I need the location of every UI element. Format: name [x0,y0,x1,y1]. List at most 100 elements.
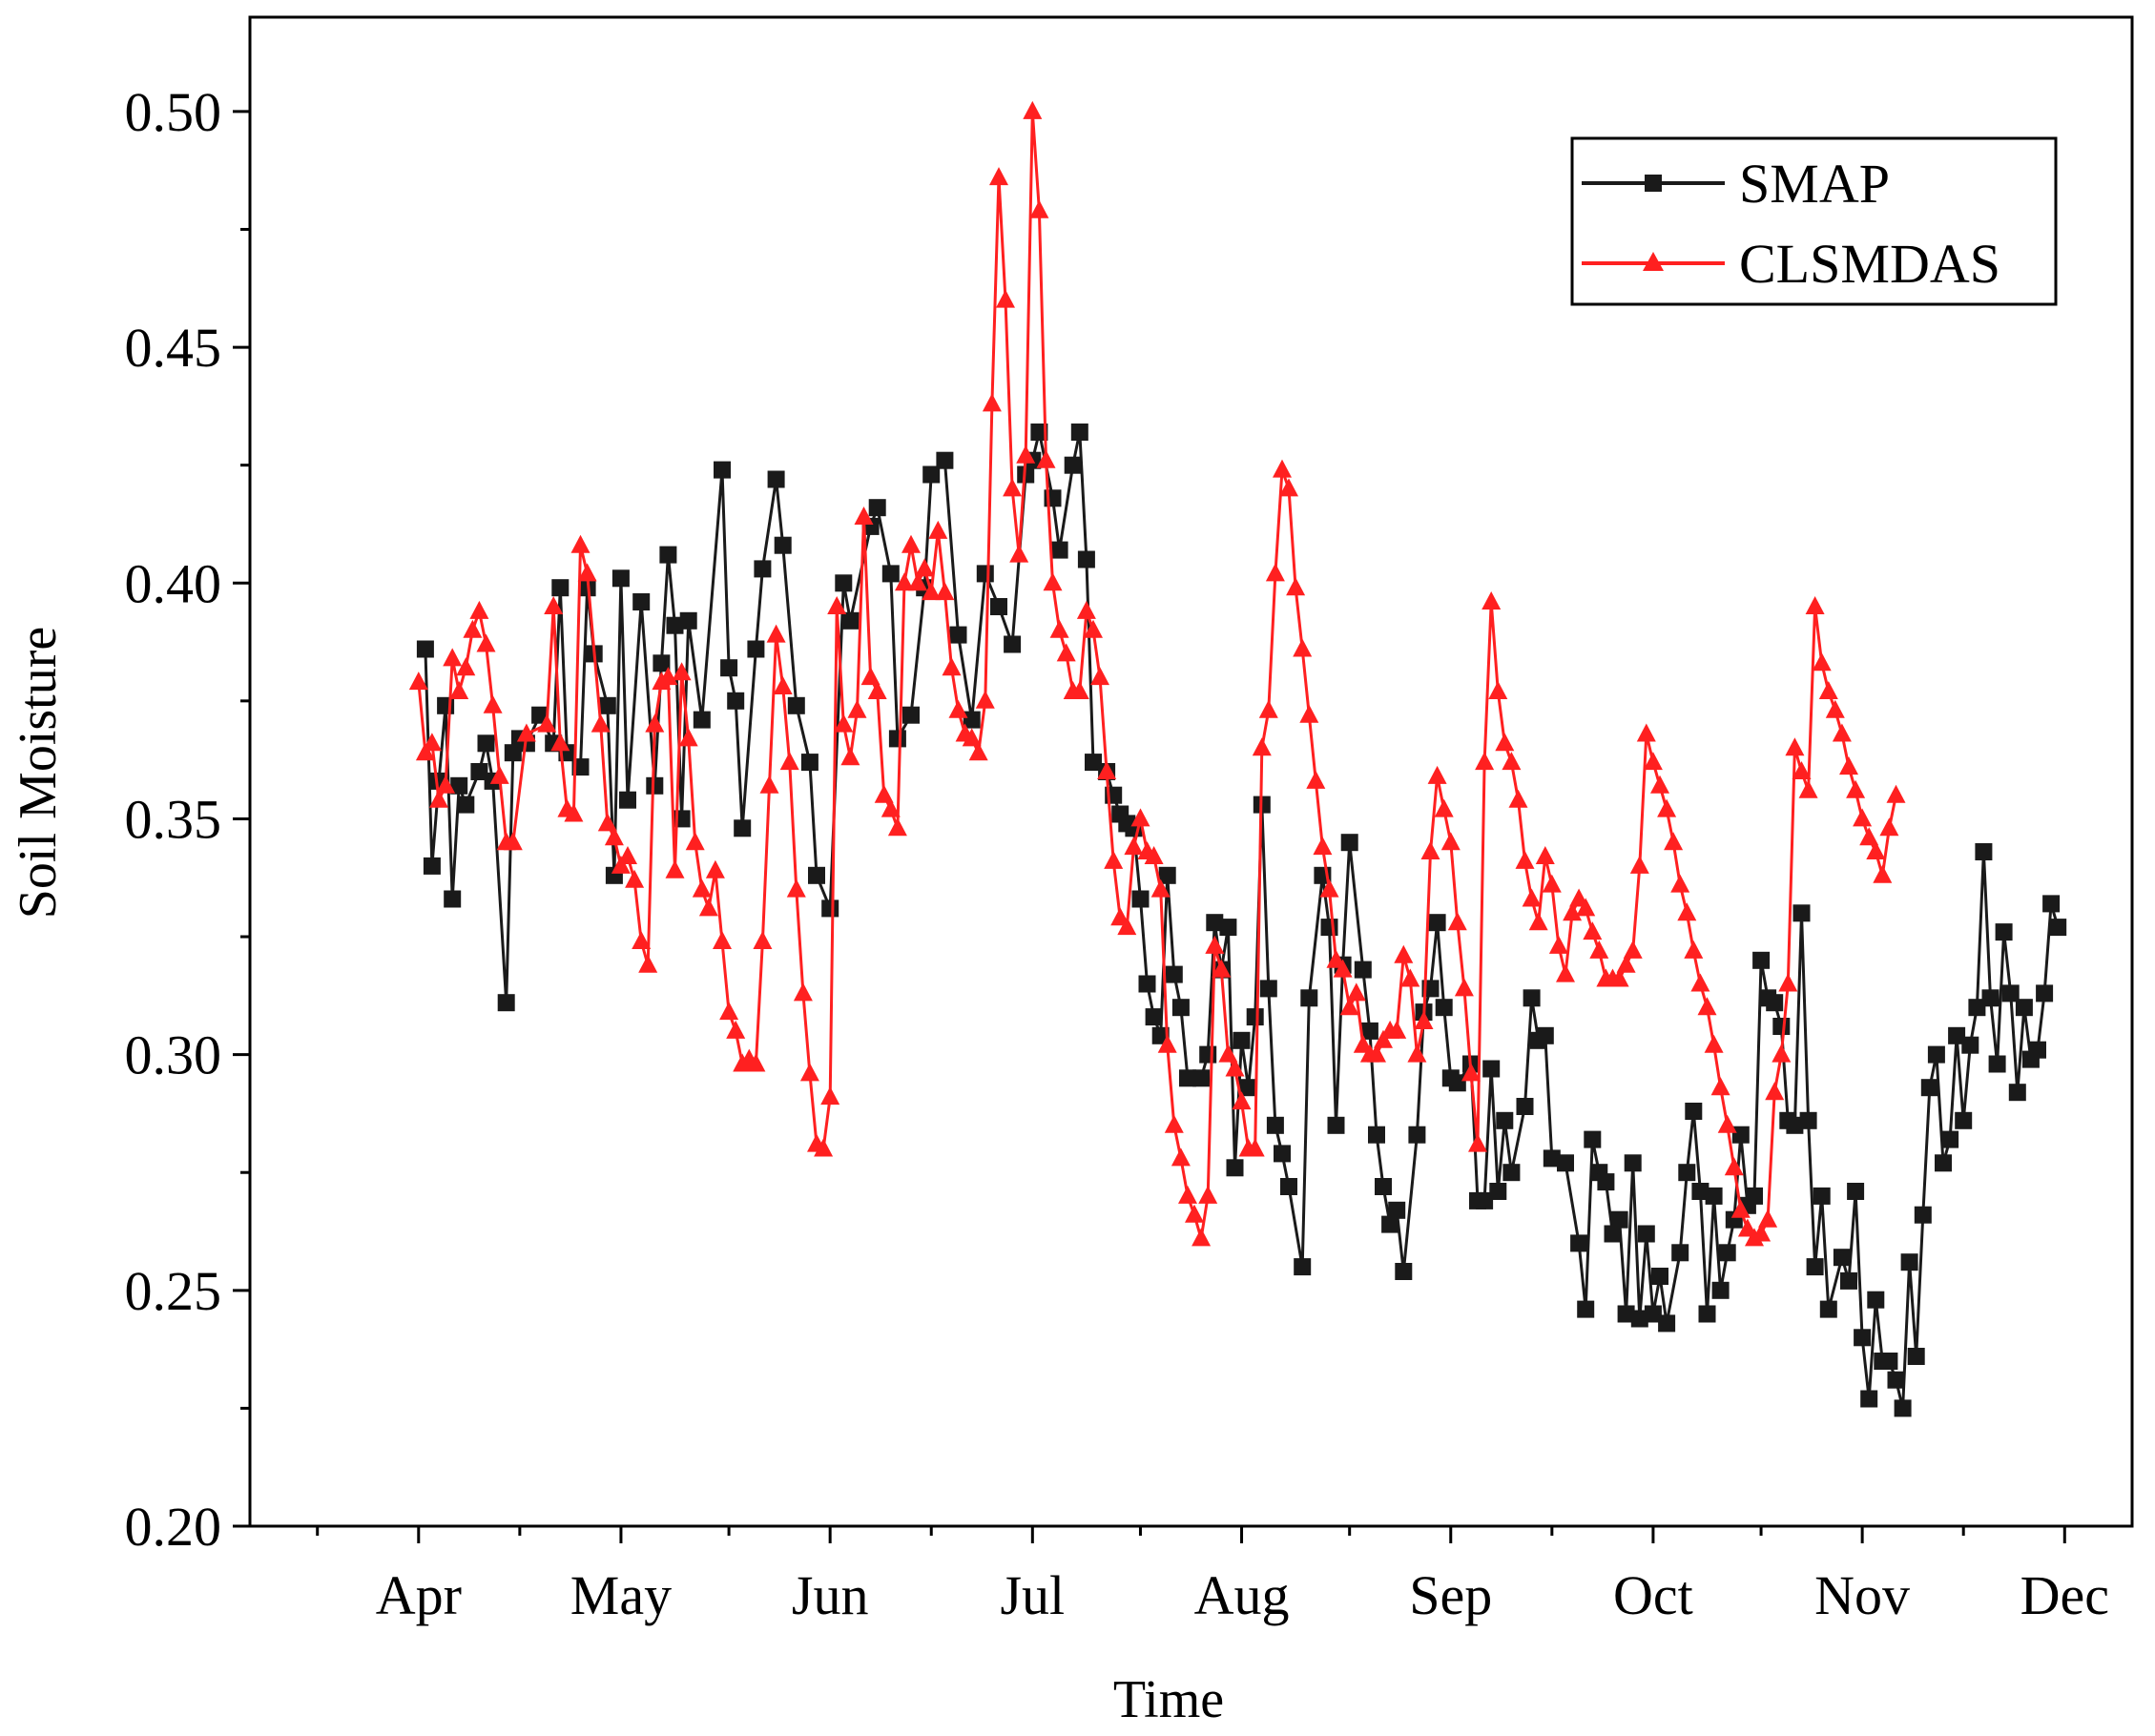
point-smap [1448,1074,1466,1092]
point-smap [1516,1098,1534,1115]
point-clsmdas [476,633,496,652]
point-clsmdas [1084,619,1103,638]
point-smap [470,763,488,780]
legend-marker-smap [1645,175,1662,192]
point-clsmdas [1090,667,1109,686]
point-clsmdas [1623,940,1643,959]
point-smap [666,616,684,634]
x-tick-label-sep: Sep [1409,1564,1492,1626]
point-clsmdas [1461,1063,1481,1082]
point-smap [1320,919,1338,937]
point-smap [1766,994,1784,1012]
point-smap [1165,965,1183,983]
point-clsmdas [692,878,712,898]
point-smap [1630,1310,1648,1328]
point-clsmdas [854,506,874,525]
point-smap [423,857,441,875]
point-smap [1408,1126,1426,1144]
point-clsmdas [895,572,914,591]
point-smap [1259,980,1277,998]
point-smap [2001,984,2020,1002]
point-smap [1813,1187,1831,1205]
point-clsmdas [1212,959,1232,978]
point-clsmdas [996,289,1015,308]
point-clsmdas [1751,1223,1772,1242]
point-clsmdas [503,832,523,851]
point-clsmdas [469,600,489,619]
point-clsmdas [483,694,503,713]
point-clsmdas [1023,100,1043,119]
point-clsmdas [1563,902,1583,921]
point-smap [1752,951,1771,969]
point-smap [1880,1353,1898,1370]
point-clsmdas [874,784,894,803]
point-clsmdas [1225,1058,1245,1077]
point-smap [1300,989,1318,1007]
point-clsmdas [1319,878,1339,898]
point-clsmdas [1609,968,1629,987]
y-tick-label: 0.25 [125,1260,222,1322]
point-smap [1482,1060,1501,1078]
point-smap [754,560,772,578]
point-clsmdas [1205,935,1225,954]
point-clsmdas [604,827,624,846]
point-clsmdas [1400,968,1420,987]
point-smap [720,659,738,677]
point-smap [1854,1329,1872,1347]
point-smap [457,796,475,814]
point-smap [1604,1225,1622,1243]
point-clsmdas [463,619,483,638]
point-clsmdas [1798,779,1818,798]
point-clsmdas [564,803,584,822]
point-clsmdas [1839,756,1858,775]
point-clsmdas [1117,917,1137,936]
point-clsmdas [847,699,867,718]
point-smap [504,744,522,762]
point-smap [1004,635,1022,653]
point-clsmdas [1339,997,1359,1016]
point-smap [1900,1253,1918,1271]
point-smap [1914,1206,1932,1224]
point-clsmdas [1724,1157,1744,1176]
point-clsmdas [881,798,901,817]
point-clsmdas [1056,643,1076,662]
point-smap [936,451,954,469]
point-clsmdas [1508,789,1528,808]
point-smap [1219,919,1237,937]
point-clsmdas [820,1086,840,1106]
point-clsmdas [591,713,611,733]
point-smap [1833,1249,1851,1267]
point-clsmdas [1576,898,1596,917]
point-smap [693,711,711,729]
point-clsmdas [1886,784,1906,803]
point-clsmdas [632,931,652,949]
point-clsmdas [1482,591,1502,610]
point-smap [835,574,853,592]
y-tick-label: 0.30 [125,1024,222,1086]
point-clsmdas [550,733,570,752]
point-smap [1685,1103,1703,1120]
point-clsmdas [638,954,658,973]
point-smap [1847,1183,1865,1200]
point-smap [922,465,941,484]
point-clsmdas [901,534,921,553]
point-clsmdas [719,1002,739,1021]
point-smap [1698,1305,1716,1323]
point-clsmdas [887,817,907,837]
point-smap [1995,923,2013,941]
point-smap [1145,1008,1163,1026]
point-clsmdas [1758,1209,1778,1228]
x-tick-label-aug: Aug [1194,1564,1290,1626]
point-clsmdas [1124,837,1144,856]
point-smap [1206,914,1224,932]
point-clsmdas [1548,935,1568,954]
point-clsmdas [1427,765,1447,784]
point-smap [450,776,468,795]
point-clsmdas [658,667,678,686]
point-clsmdas [1286,577,1306,596]
point-clsmdas [1846,779,1866,798]
point-smap [1948,1026,1966,1044]
point-clsmdas [1009,544,1029,563]
point-smap [659,546,677,564]
